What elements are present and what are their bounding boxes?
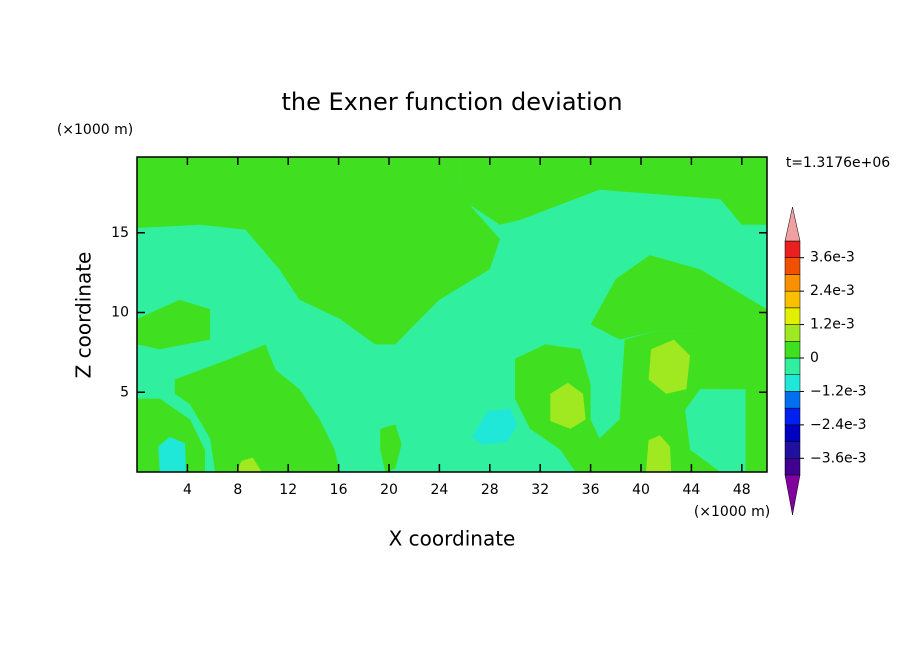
y-tick-label: 15 (111, 225, 129, 241)
colorbar-box (784, 424, 801, 442)
colorbar-box (784, 324, 801, 342)
y-unit: (×1000 m) (57, 122, 133, 138)
contour-region (137, 398, 205, 472)
contour-region (648, 339, 691, 394)
x-tick-label: 48 (733, 482, 751, 498)
x-tick-label: 28 (481, 482, 499, 498)
x-tick-label: 40 (632, 482, 650, 498)
colorbar-label: −1.2e-3 (810, 383, 867, 399)
x-tick-label: 20 (380, 482, 398, 498)
colorbar-extend-high (784, 206, 801, 242)
x-axis-label: X coordinate (389, 527, 516, 551)
colorbar-box (784, 391, 801, 409)
y-axis-label: Z coordinate (72, 252, 96, 379)
colorbar-box (784, 290, 801, 309)
colorbar-label: 0 (810, 350, 819, 366)
colorbar-box (784, 274, 801, 292)
contour-region (137, 299, 211, 350)
contour-region (550, 382, 586, 429)
colorbar-label: −3.6e-3 (810, 450, 867, 466)
y-tick-label: 5 (120, 384, 129, 400)
y-tick-label: 10 (111, 305, 129, 321)
colorbar-box (784, 357, 801, 375)
plot-frame (136, 156, 768, 473)
x-tick-label: 8 (233, 482, 242, 498)
colorbar-box (784, 374, 801, 392)
contour-region (459, 157, 767, 225)
x-tick-label: 32 (531, 482, 549, 498)
x-tick-label: 36 (582, 482, 600, 498)
colorbar-box (784, 458, 801, 476)
colorbar-box (784, 341, 801, 359)
contour-region (137, 157, 500, 345)
colorbar-label: −2.4e-3 (810, 417, 867, 433)
x-tick-label: 12 (279, 482, 297, 498)
colorbar-box (784, 407, 801, 426)
colorbar-label: 3.6e-3 (810, 250, 855, 266)
contour-region (380, 424, 402, 472)
contour-region (472, 408, 518, 445)
colorbar-box (784, 257, 801, 275)
colorbar-extend-low (784, 474, 801, 516)
x-tick-label: 16 (330, 482, 348, 498)
colorbar-box (784, 307, 801, 325)
colorbar-box (784, 240, 801, 258)
contour-region (158, 436, 187, 472)
colorbar-label: 1.2e-3 (810, 317, 855, 333)
colorbar-label: 2.4e-3 (810, 283, 855, 299)
colorbar-box (784, 441, 801, 459)
x-tick-label: 24 (430, 482, 448, 498)
x-unit: (×1000 m) (694, 504, 770, 520)
chart-title: the Exner function deviation (281, 88, 622, 116)
contour-region (236, 457, 262, 472)
contour-region (646, 435, 672, 472)
contour-region (590, 255, 767, 472)
x-tick-label: 44 (682, 482, 700, 498)
contour-region (174, 344, 340, 472)
x-tick-label: 4 (183, 482, 192, 498)
annotation: t=1.3176e+06 (786, 155, 890, 171)
